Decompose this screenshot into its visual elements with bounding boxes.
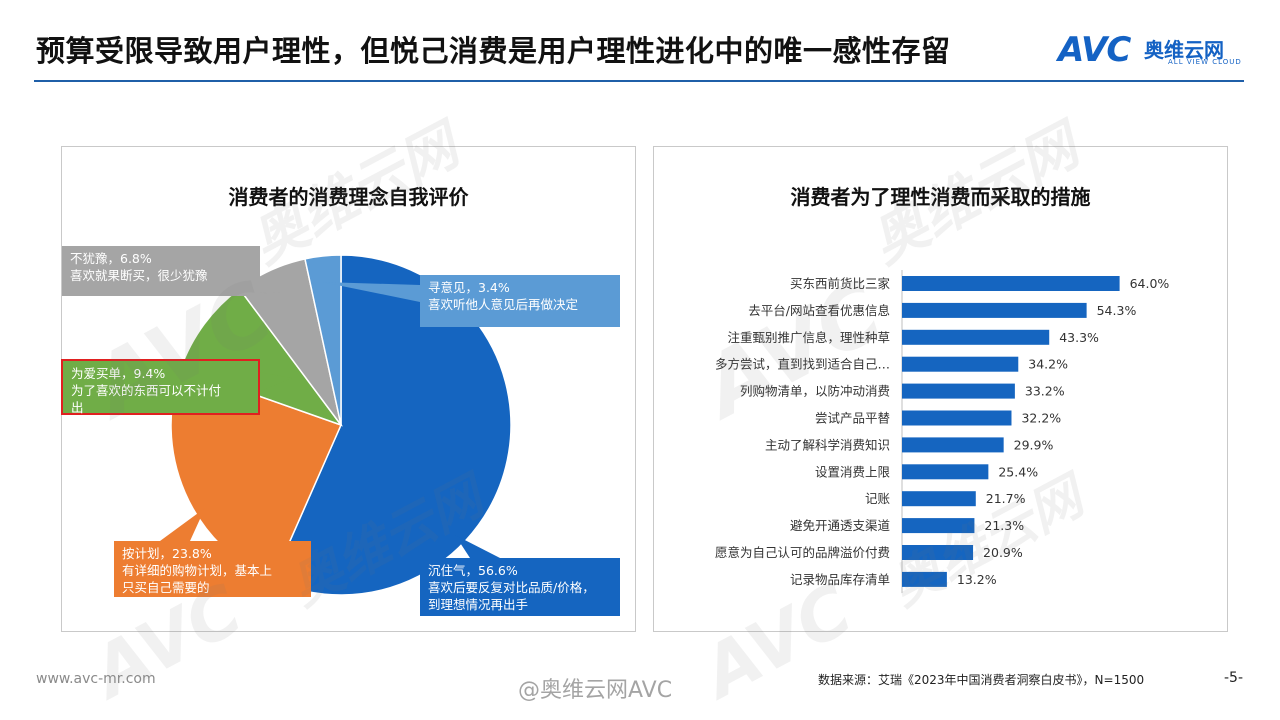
callout-plan-line3: 只买自己需要的	[122, 580, 210, 595]
pie-chart-title: 消费者的消费理念自我评价	[228, 185, 469, 209]
callout-decisive-line2: 喜欢就果断买，很少犹豫	[70, 268, 208, 283]
callout-wait: 沉住气，56.6% 喜欢后要反复对比品质/价格， 到理想情况再出手	[420, 558, 620, 616]
callout-love-line2: 为了喜欢的东西可以不计付	[71, 383, 222, 398]
callout-wait-line2: 喜欢后要反复对比品质/价格，	[428, 580, 595, 595]
page-title: 预算受限导致用户理性，但悦己消费是用户理性进化中的唯一感性存留	[36, 34, 951, 68]
callout-plan: 按计划，23.8% 有详细的购物计划，基本上 只买自己需要的	[114, 541, 311, 597]
callout-love-line3: 出	[71, 400, 84, 415]
brand-logo: AVC 奥维云网 ALL VIEW CLOUD	[1058, 30, 1248, 70]
title-divider	[34, 80, 1244, 82]
callout-love-line1: 为爱买单，9.4%	[71, 366, 166, 381]
logo-wordmark: AVC	[1058, 30, 1131, 70]
logo-cn-name: 奥维云网	[1144, 38, 1224, 62]
callout-wait-line3: 到理想情况再出手	[428, 597, 529, 612]
footer-website: www.avc-mr.com	[36, 671, 156, 687]
callout-plan-line2: 有详细的购物计划，基本上	[122, 563, 273, 578]
callout-advice-line1: 寻意见，3.4%	[428, 280, 510, 295]
callout-advice-line2: 喜欢听他人意见后再做决定	[428, 297, 579, 312]
page-number: -5-	[1224, 670, 1244, 686]
weibo-watermark: @奥维云网AVC	[518, 678, 673, 703]
callout-love: 为爱买单，9.4% 为了喜欢的东西可以不计付 出	[61, 359, 260, 415]
callout-decisive: 不犹豫，6.8% 喜欢就果断买，很少犹豫	[62, 246, 260, 296]
callout-advice: 寻意见，3.4% 喜欢听他人意见后再做决定	[420, 275, 620, 327]
bar-chart-panel: 消费者为了理性消费而采取的措施	[653, 146, 1228, 632]
callout-wait-line1: 沉住气，56.6%	[428, 563, 518, 578]
callout-plan-line1: 按计划，23.8%	[122, 546, 212, 561]
data-source-note: 数据来源：艾瑞《2023年中国消费者洞察白皮书》，N=1500	[818, 673, 1145, 687]
callout-decisive-line1: 不犹豫，6.8%	[70, 251, 152, 266]
bar-chart-title: 消费者为了理性消费而采取的措施	[790, 185, 1091, 209]
logo-en-name: ALL VIEW CLOUD	[1168, 58, 1242, 66]
